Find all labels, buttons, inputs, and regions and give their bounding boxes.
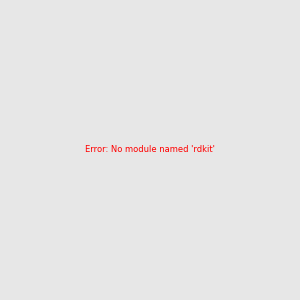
Text: Error: No module named 'rdkit': Error: No module named 'rdkit' bbox=[85, 146, 215, 154]
